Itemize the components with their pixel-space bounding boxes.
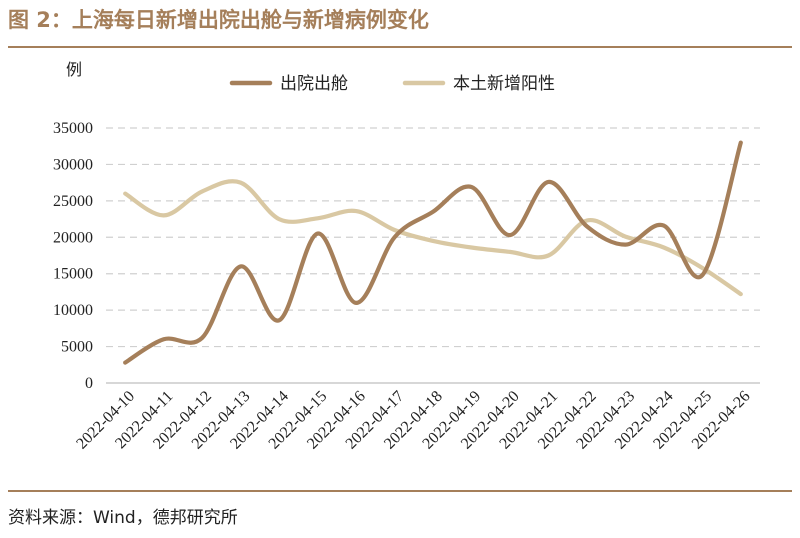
y-axis-unit-label: 例: [66, 60, 82, 79]
top-divider: [8, 46, 792, 48]
series-lines: [123, 140, 743, 365]
x-axis-ticks: 2022-04-102022-04-112022-04-122022-04-13…: [73, 388, 753, 453]
y-tick-label: 15000: [53, 266, 93, 283]
y-tick-label: 30000: [53, 156, 93, 173]
y-axis-ticks: 0 5000 10000 15000 20000 25000 30000 35000: [53, 120, 93, 392]
line-chart: 0 5000 10000 15000 20000 25000 30000 35000 2022…: [53, 60, 760, 453]
y-tick-label: 5000: [61, 339, 93, 356]
series-line-0: [123, 140, 743, 365]
y-tick-label: 20000: [53, 229, 93, 246]
y-tick-label: 35000: [53, 120, 93, 137]
gridlines: [106, 127, 760, 384]
legend-label: 本土新增阳性: [453, 74, 555, 94]
legend-label: 出院出舱: [280, 74, 348, 94]
y-tick-label: 0: [85, 375, 93, 392]
legend: 出院出舱 本土新增阳性: [229, 74, 555, 94]
figure-title: 图 2：上海每日新增出院出舱与新增病例变化: [8, 8, 429, 32]
y-tick-label: 10000: [53, 302, 93, 319]
source-note: 资料来源：Wind，德邦研究所: [8, 508, 238, 528]
bottom-divider: [8, 490, 792, 492]
y-tick-label: 25000: [53, 193, 93, 210]
